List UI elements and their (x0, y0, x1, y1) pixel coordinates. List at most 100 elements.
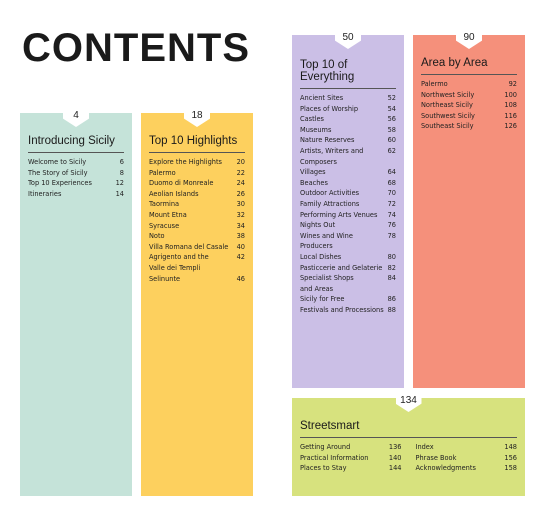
entry-page: 86 (387, 295, 396, 304)
entry-page: 88 (387, 305, 396, 314)
entry-title: Places to Stay (300, 464, 347, 473)
entry-page: 24 (236, 179, 245, 188)
entry-page: 12 (115, 179, 124, 188)
entry: Pasticcerie and Gelaterie 82 (300, 263, 396, 274)
entry-title: Southwest Sicily (421, 111, 475, 120)
entry-title: Selinunte (149, 274, 181, 283)
entry-title: Aeolian Islands (149, 189, 199, 198)
entry-page: 144 (388, 464, 402, 473)
entry-page: 56 (387, 115, 396, 124)
entry-page: 126 (504, 122, 517, 131)
entry: Top 10 Experiences 12 (28, 178, 124, 189)
entry: Itineraries 14 (28, 189, 124, 200)
entry-page: 76 (387, 221, 396, 230)
entry-columns: Getting Around 136 Practical Information 14… (300, 442, 517, 474)
entry: Northeast Sicily 108 (421, 100, 517, 111)
entry-title: Nights Out (300, 221, 336, 230)
entry: Index 148 (416, 442, 518, 453)
entry: Specialist Shops and Areas 84 (300, 273, 396, 294)
entry-title: Castles (300, 115, 324, 124)
entry: Southeast Sicily 126 (421, 121, 517, 132)
entry-title: Acknowledgments (415, 464, 476, 473)
entry: Artists, Writers and Composers 62 (300, 146, 396, 167)
entry: Sicily for Free 86 (300, 294, 396, 305)
entry-page: 14 (115, 189, 124, 198)
entry-title: Syracuse (149, 221, 180, 230)
entry: Phrase Book 156 (416, 453, 518, 464)
entry-page: 62 (387, 146, 396, 155)
entry: Festivals and Processions 88 (300, 305, 396, 316)
entry-title: Getting Around (300, 443, 351, 451)
entry-page: 68 (387, 178, 396, 187)
entry-page: 58 (387, 125, 396, 134)
column: Getting Around 136 Practical Information 14… (300, 442, 402, 474)
section-title: Area by Area (421, 57, 517, 75)
entry: Villages 64 (300, 167, 396, 178)
section-title: Streetsmart (300, 420, 517, 438)
section-card: 90 Area by Area Palermo 92 Northwest Sicily 1… (413, 32, 525, 388)
section-title: Top 10 of Everything (300, 59, 396, 89)
entry-title: Beaches (300, 178, 328, 187)
entry-title: Itineraries (28, 189, 62, 198)
entry-page: 26 (236, 189, 245, 198)
entry: Acknowledgments 158 (416, 463, 518, 474)
entry: Places to Stay 144 (300, 463, 402, 474)
entry-title: Pasticcerie and Gelaterie (300, 263, 383, 272)
entry-title: Family Attractions (300, 199, 360, 208)
entry-title: Artists, Writers and Composers (300, 146, 364, 166)
entry-title: Wines and Wine Producers (300, 231, 353, 251)
entry-page: 30 (236, 200, 245, 209)
entry: Local Dishes 80 (300, 252, 396, 263)
entry-title: Mount Etna (149, 210, 187, 219)
entry-page: 8 (119, 168, 124, 177)
entry-title: Phrase Book (415, 453, 457, 462)
entry-page: 74 (387, 210, 396, 219)
entry-page: 100 (504, 90, 517, 99)
entry-page: 52 (387, 94, 396, 102)
entry-page: 32 (236, 210, 245, 219)
entry-page: 70 (387, 189, 396, 198)
entry-title: Specialist Shops and Areas (300, 274, 354, 293)
section-page: 90 (463, 32, 475, 43)
entry: Beaches 68 (300, 178, 396, 189)
entry-title: Explore the Highlights (149, 158, 222, 166)
entry: Explore the Highlights 20 (149, 157, 245, 168)
entry-page: 40 (236, 242, 245, 251)
section-card: 50 Top 10 of Everything Ancient Sites 52 Pla… (292, 32, 404, 388)
entry-page: 82 (387, 263, 396, 272)
entry-page: 64 (387, 168, 396, 177)
entry-title: Noto (149, 232, 165, 241)
entry-title: Festivals and Processions (300, 305, 384, 314)
entry-title: Duomo di Monreale (149, 179, 214, 188)
entry: Palermo 92 (421, 79, 517, 90)
entry-page: 156 (504, 453, 517, 462)
entry: Northwest Sicily 100 (421, 90, 517, 101)
entry-title: Performing Arts Venues (300, 210, 378, 219)
entry-title: Agrigento and the Valle dei Templi (149, 253, 209, 272)
section-card: 4 Introducing Sicily Welcome to Sicily 6 The… (20, 110, 132, 496)
entry: Family Attractions 72 (300, 199, 396, 210)
entry: Taormina 30 (149, 199, 245, 210)
entry-page: 34 (236, 221, 245, 230)
entry-title: Outdoor Activities (300, 189, 360, 198)
entry: Welcome to Sicily 6 (28, 157, 124, 168)
entry-page: 46 (236, 274, 245, 283)
entry: Ancient Sites 52 (300, 93, 396, 104)
entry: Castles 56 (300, 114, 396, 125)
entry-page: 72 (387, 199, 396, 208)
entry-title: Villa Romana del Casale (149, 242, 229, 251)
section-page: 18 (191, 110, 203, 121)
entry-title: Palermo (149, 168, 176, 177)
entry-title: Local Dishes (300, 252, 342, 261)
entry-page: 54 (387, 104, 396, 113)
page-title: CONTENTS (22, 26, 250, 70)
entry-page: 38 (236, 232, 245, 241)
entry-page: 148 (504, 443, 517, 451)
section-page: 50 (342, 32, 354, 43)
section-card: 18 Top 10 Highlights Explore the Highlight… (141, 110, 253, 496)
entry-page: 116 (504, 111, 517, 120)
entry-title: Villages (300, 168, 326, 177)
entry: Performing Arts Venues 74 (300, 210, 396, 221)
entry-page: 84 (387, 274, 396, 283)
